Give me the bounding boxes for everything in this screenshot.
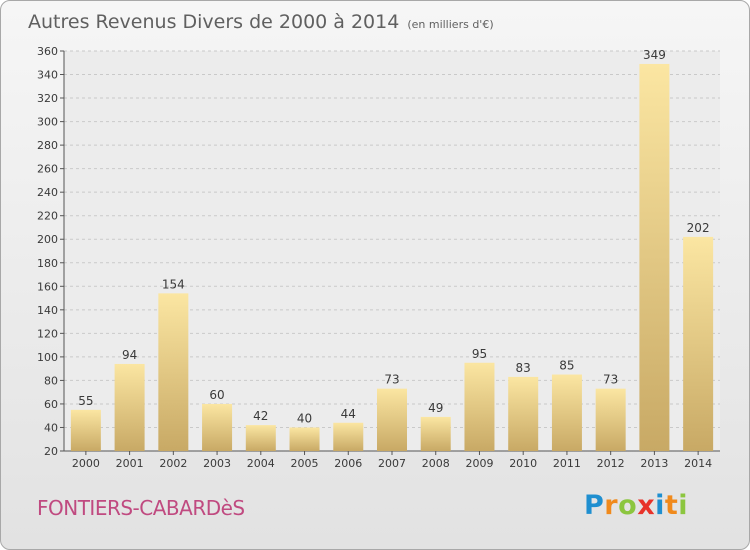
logo-letter: i — [655, 490, 665, 521]
x-tick-label: 2002 — [159, 457, 187, 470]
proxiti-logo: Proxiti — [584, 490, 688, 521]
bar-value-label: 83 — [516, 361, 531, 375]
bar — [333, 422, 364, 451]
y-tick-label: 340 — [37, 69, 58, 82]
logo-letter: P — [584, 490, 605, 521]
y-tick-label: 80 — [44, 374, 58, 387]
y-tick-label: 20 — [44, 445, 58, 458]
y-tick-label: 260 — [37, 163, 58, 176]
x-tick-label: 2012 — [597, 457, 625, 470]
logo-letter: r — [604, 490, 619, 521]
bar-value-label: 73 — [603, 373, 618, 387]
y-tick-label: 240 — [37, 186, 58, 199]
bar — [464, 362, 495, 451]
bar-value-label: 94 — [122, 348, 137, 362]
y-tick-label: 180 — [37, 257, 58, 270]
x-tick-label: 2011 — [553, 457, 581, 470]
x-tick-label: 2004 — [247, 457, 275, 470]
y-tick-label: 40 — [44, 421, 58, 434]
y-tick-label: 320 — [37, 92, 58, 105]
x-tick-label: 2014 — [684, 457, 712, 470]
bar-value-label: 154 — [162, 277, 185, 291]
y-tick-label: 160 — [37, 280, 58, 293]
bar — [683, 236, 714, 451]
logo-letter: o — [618, 490, 638, 521]
bar — [245, 425, 276, 451]
x-tick-label: 2008 — [422, 457, 450, 470]
bar-value-label: 202 — [687, 221, 710, 235]
logo-letter: t — [664, 490, 679, 521]
x-tick-label: 2009 — [465, 457, 493, 470]
x-tick-label: 2007 — [378, 457, 406, 470]
y-tick-label: 60 — [44, 398, 58, 411]
x-tick-label: 2013 — [640, 457, 668, 470]
x-tick-label: 2005 — [291, 457, 319, 470]
bar-value-label: 85 — [559, 359, 574, 373]
bar-value-label: 95 — [472, 347, 487, 361]
bar — [377, 388, 407, 451]
location-name: FONTIERS-CABARDèS — [37, 496, 245, 520]
bar-value-label: 60 — [209, 388, 224, 402]
bar-value-label: 44 — [341, 407, 356, 421]
y-tick-label: 360 — [37, 45, 58, 58]
logo-letter: x — [637, 490, 656, 521]
bar — [551, 374, 582, 451]
x-tick-label: 2000 — [72, 457, 100, 470]
logo-letter: i — [678, 490, 689, 521]
x-tick-label: 2006 — [334, 457, 362, 470]
y-tick-label: 120 — [37, 327, 58, 340]
bar — [158, 293, 189, 451]
chart-title: Autres Revenus Divers de 2000 à 2014 (en … — [28, 11, 494, 33]
bar — [114, 363, 145, 451]
x-tick-label: 2003 — [203, 457, 231, 470]
bar — [420, 416, 451, 451]
y-tick-label: 200 — [37, 233, 58, 246]
x-tick-label: 2010 — [509, 457, 537, 470]
y-tick-label: 280 — [37, 139, 58, 152]
y-tick-label: 220 — [37, 210, 58, 223]
bar-value-label: 42 — [253, 409, 268, 423]
bar — [289, 427, 320, 451]
chart-subtitle: (en milliers d'€) — [407, 18, 494, 31]
bar — [595, 388, 626, 451]
bar — [70, 409, 101, 451]
bar-value-label: 349 — [643, 48, 666, 62]
x-tick-label: 2001 — [116, 457, 144, 470]
bar-value-label: 73 — [384, 373, 399, 387]
bar-value-label: 49 — [428, 401, 443, 415]
title-text: Autres Revenus Divers de 2000 à 2014 — [28, 11, 400, 33]
y-tick-label: 300 — [37, 116, 58, 129]
bar — [202, 403, 233, 451]
y-tick-label: 140 — [37, 304, 58, 317]
bar — [639, 63, 670, 452]
y-tick-label: 100 — [37, 351, 58, 364]
bar-value-label: 55 — [78, 394, 93, 408]
bar — [508, 376, 539, 451]
bar-value-label: 40 — [297, 411, 312, 425]
